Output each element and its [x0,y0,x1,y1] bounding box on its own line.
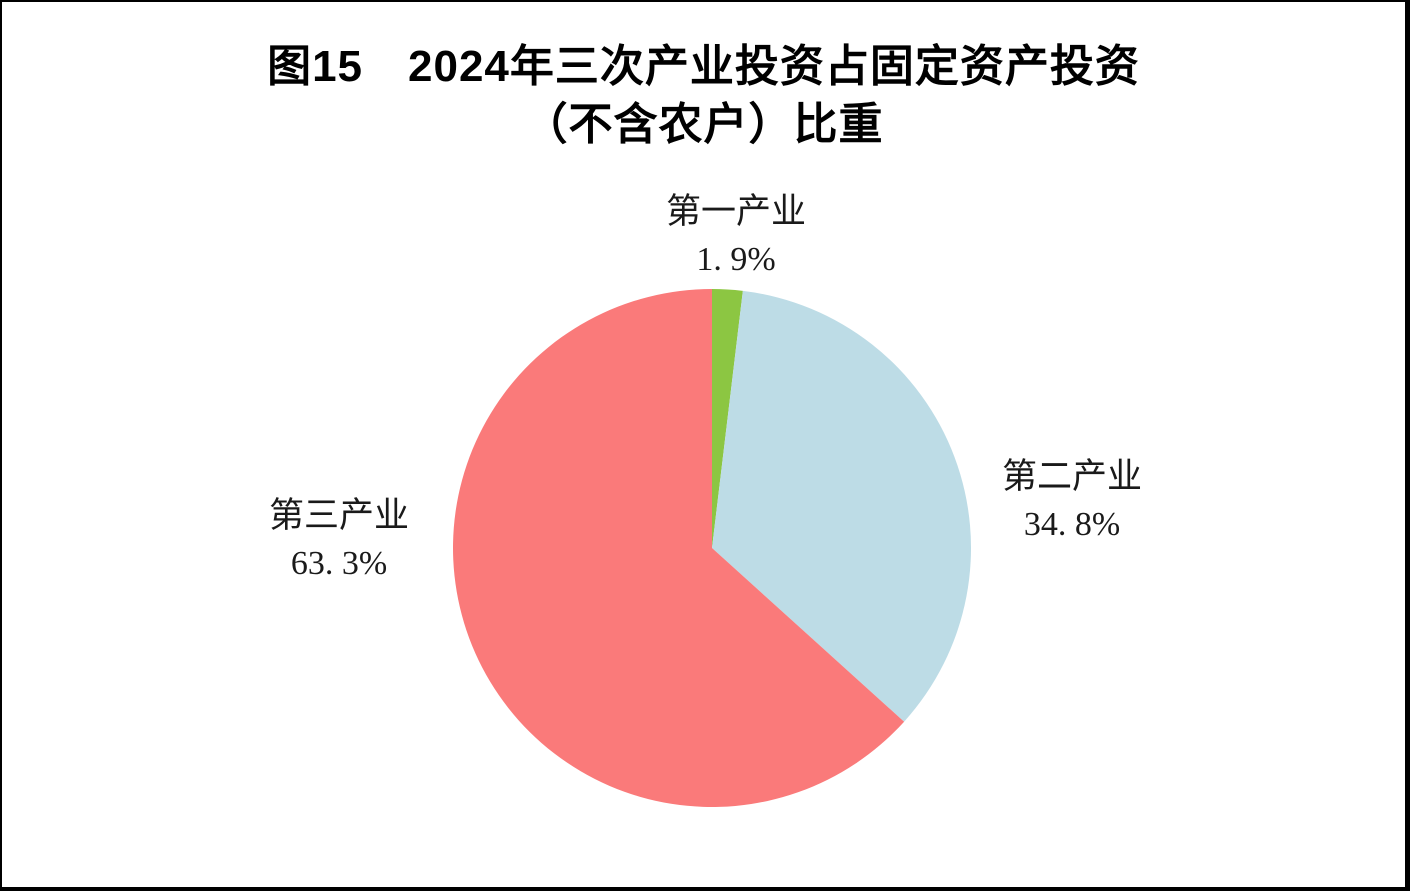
label-secondary-industry-name: 第二产业 [1001,457,1143,496]
label-secondary-industry-percent: 34. 8% [1023,506,1121,543]
chart-title: 图15 2024年三次产业投资占固定资产投资 （不含农户）比重 [2,38,1405,154]
label-tertiary-industry-name: 第三产业 [268,496,410,535]
label-primary-industry-name: 第一产业 [665,192,807,231]
chart-title-line1: 图15 2024年三次产业投资占固定资产投资 [267,42,1140,91]
label-primary-industry: 第一产业 1. 9% [666,188,806,284]
label-secondary-industry: 第二产业 34. 8% [1002,453,1142,549]
label-tertiary-industry-percent: 63. 3% [290,545,388,582]
chart-title-line2: （不含农户）比重 [523,100,884,149]
pie-slice-secondary-industry [712,290,972,722]
label-primary-industry-percent: 1. 9% [696,241,776,278]
pie-chart [453,289,972,807]
pie-slice-tertiary-industry [453,289,905,807]
label-tertiary-industry: 第三产业 63. 3% [269,492,409,588]
pie-slice-primary-industry [712,289,743,548]
pie-chart-area [442,278,982,818]
